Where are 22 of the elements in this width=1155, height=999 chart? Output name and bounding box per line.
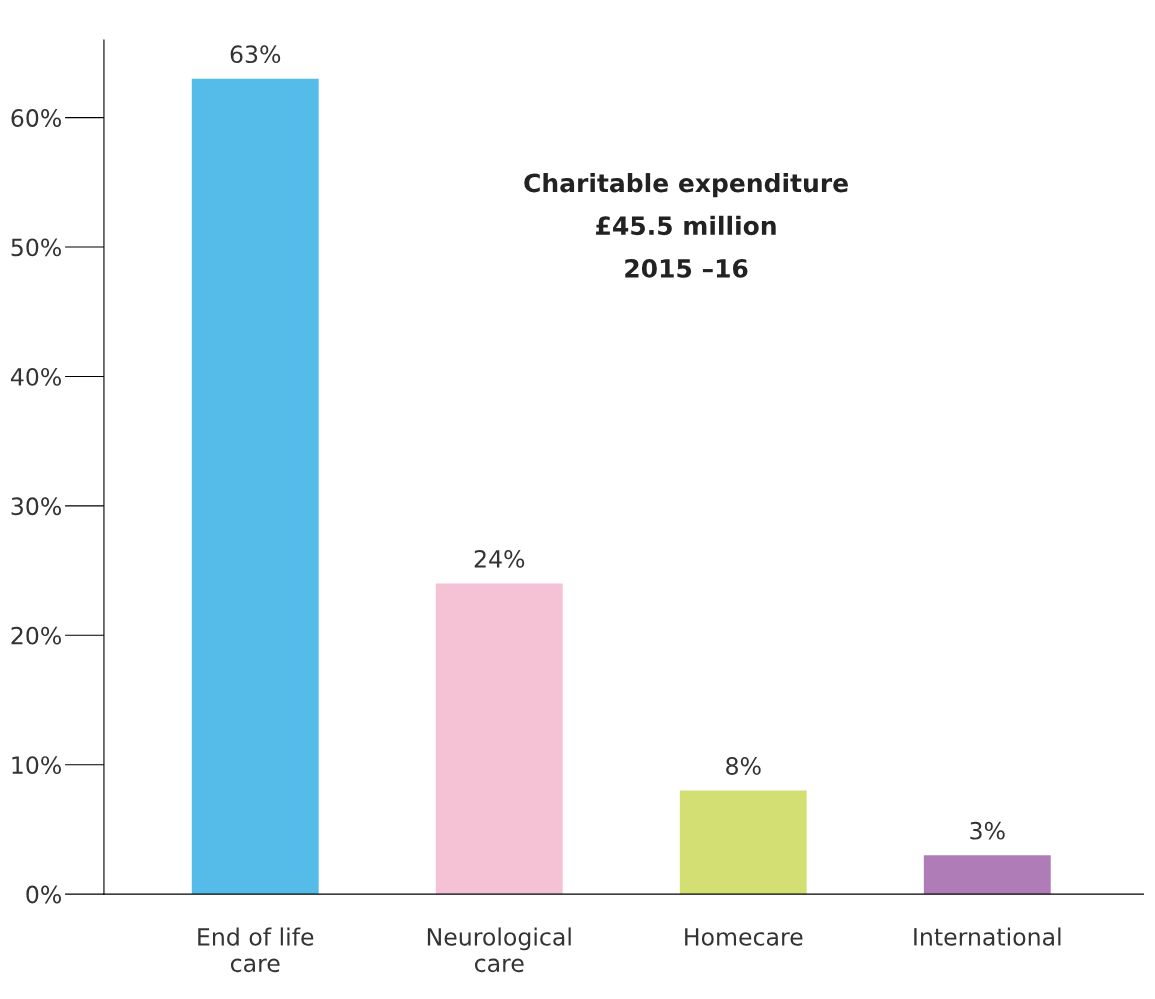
x-tick-label: Homecare bbox=[685, 928, 803, 946]
x-tick-label: International bbox=[914, 927, 1061, 946]
y-tick-label: 50% bbox=[11, 238, 61, 257]
bar bbox=[435, 583, 563, 895]
y-tick-label: 30% bbox=[11, 497, 61, 516]
data-label: 8% bbox=[726, 757, 761, 775]
bar bbox=[679, 790, 807, 895]
annotation: Charitable expenditure bbox=[524, 173, 848, 198]
data-label: 3% bbox=[970, 821, 1005, 840]
y-tick-label: 40% bbox=[10, 367, 61, 386]
y-tick-label: 10% bbox=[12, 756, 61, 774]
data-label: 63% bbox=[230, 45, 281, 64]
y-tick-label: 0% bbox=[26, 885, 61, 904]
x-tick-label: End of life care bbox=[198, 927, 314, 973]
data-label: 24% bbox=[474, 549, 525, 568]
bar bbox=[191, 78, 319, 895]
y-tick-label: 60% bbox=[11, 109, 61, 127]
x-tick-label: Neurological care bbox=[427, 927, 571, 973]
annotation: £45.5 million bbox=[596, 215, 776, 236]
annotation: 2015 –16 bbox=[625, 258, 748, 278]
y-tick-label: 20% bbox=[11, 626, 61, 645]
bar bbox=[923, 855, 1051, 895]
